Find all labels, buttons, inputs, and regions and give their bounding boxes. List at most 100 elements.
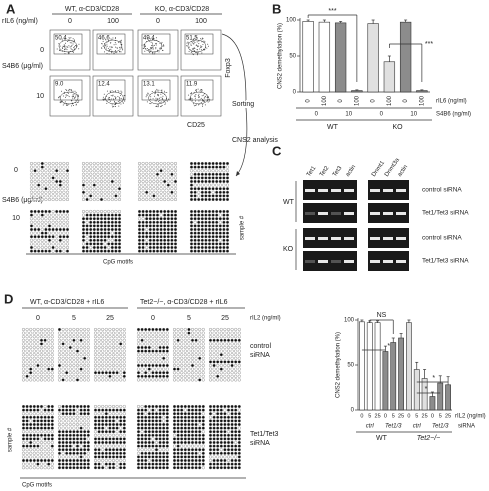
cpg-dot (36, 338, 40, 342)
cpg-dot (108, 378, 112, 382)
cpg-dot (107, 213, 111, 217)
cpg-dot (215, 183, 219, 187)
cpg-dot (163, 227, 167, 232)
cpg-dot (152, 165, 156, 169)
cpg-dot (81, 224, 86, 228)
cpg-dot (39, 426, 44, 430)
cpg-dot (89, 209, 93, 214)
cpg-dot (218, 209, 222, 214)
cpg-dot (40, 213, 44, 217)
cpg-dot (92, 231, 96, 235)
cpg-dot (65, 194, 70, 198)
cpg-dot (190, 356, 195, 360)
cpg-dot (89, 217, 93, 221)
cpg-dot (86, 444, 90, 448)
s4b6-label: S4B6 (μg/ml) (2, 63, 43, 70)
cpg-dot (50, 338, 54, 342)
cpg-dot (200, 217, 204, 221)
cpg-dot (37, 224, 41, 228)
cpg-dot (97, 367, 101, 371)
cpg-dot (79, 448, 83, 452)
cpg-dot (115, 466, 119, 470)
cpg-dot (83, 440, 87, 445)
cpg-dot (75, 419, 80, 423)
cpg-dot (117, 213, 122, 217)
cpg-dot (190, 408, 195, 412)
cpg-dot (33, 190, 37, 194)
cpg-dot (237, 437, 241, 441)
cpg-dot (159, 165, 163, 169)
cpg-dot (176, 466, 180, 470)
gel-band (383, 260, 393, 263)
flow-event (196, 45, 198, 47)
cpg-dot (40, 179, 44, 184)
cpg-dot (43, 342, 47, 346)
cpg-dot (204, 209, 208, 214)
flow-event (63, 48, 65, 50)
cpg-dot (93, 331, 98, 335)
cpg-dot (114, 242, 118, 246)
flow-event (107, 98, 109, 100)
cpg-dot (151, 440, 155, 445)
s4b6-value: 0 (315, 112, 319, 118)
cpg-dot (226, 349, 231, 353)
cpg-dot (86, 374, 90, 378)
cpg-dot (108, 451, 112, 455)
flow-event (206, 47, 208, 49)
cpg-dot (136, 360, 141, 364)
cpg-dot (65, 430, 69, 434)
sirna-label: Tet1/3 (432, 424, 449, 430)
cpg-dot (99, 165, 104, 169)
cpg-dot (151, 338, 155, 342)
cpg-dot (39, 360, 44, 364)
cpg-dot (162, 342, 166, 346)
cpg-dot (144, 458, 148, 463)
cpg-dot (122, 408, 126, 412)
cpg-dot (162, 437, 166, 441)
cpg-dot (159, 169, 163, 173)
cpg-dot (173, 190, 178, 194)
flow-event (197, 88, 199, 90)
cpg-dot (200, 190, 204, 194)
cpg-dot (36, 335, 40, 339)
cpg-dot (110, 245, 114, 250)
cpg-dot (222, 169, 226, 173)
cpg-dot (86, 353, 90, 357)
cpg-dot (21, 374, 26, 378)
cpg-dot (122, 360, 126, 364)
cpg-dot (29, 231, 34, 235)
flow-plot (49, 29, 91, 71)
cpg-dot (111, 327, 116, 332)
cpg-dot (215, 238, 219, 242)
lane-label: actin (397, 164, 409, 178)
cpg-dot (104, 374, 108, 378)
cpg-dot (40, 197, 44, 202)
cpg-dot (147, 353, 151, 357)
cpg-dot (208, 363, 213, 368)
cpg-dot (197, 213, 201, 217)
cpg-dot (21, 378, 26, 382)
flow-contour (148, 91, 167, 105)
cpg-dot (140, 363, 144, 368)
flow-event (149, 52, 151, 54)
cpg-dot (75, 404, 80, 409)
lane-label: Tet2 (319, 165, 331, 178)
cpg-dot (114, 183, 118, 187)
cpg-dot (103, 176, 107, 180)
cpg-dot (211, 231, 215, 235)
cpg-dot (85, 217, 89, 221)
cpg-dot (151, 349, 155, 353)
cpg-dot (57, 455, 62, 459)
cpg-dot (176, 374, 180, 378)
flow-event (155, 47, 157, 49)
cpg-dot (29, 363, 33, 368)
cpg-dot (62, 209, 66, 214)
ril2-value: 25 (106, 315, 114, 322)
cpg-dot (43, 422, 47, 427)
cpg-dot (189, 217, 194, 221)
cpg-dot (215, 235, 219, 239)
cpg-dot (83, 335, 87, 339)
cpg-dot (103, 165, 107, 169)
cpg-dot (154, 345, 159, 350)
cpg-dot (21, 331, 26, 335)
